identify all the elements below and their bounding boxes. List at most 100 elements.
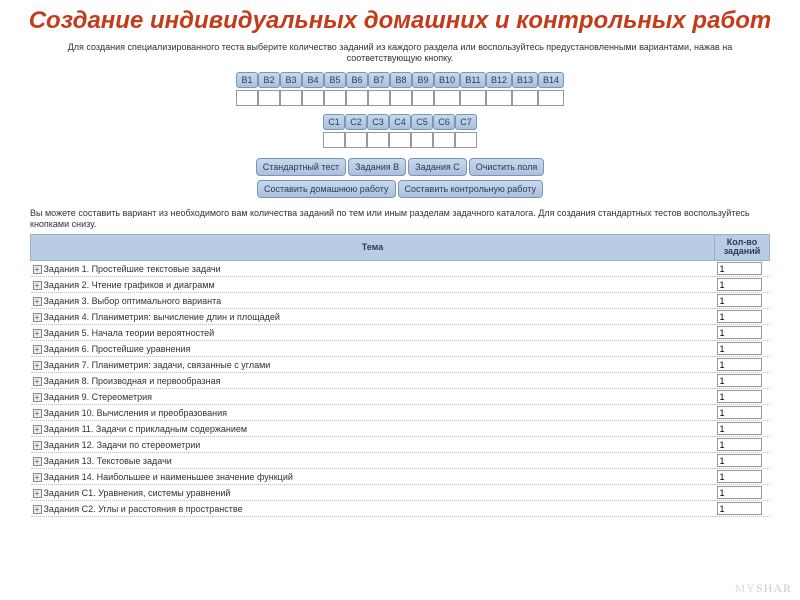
count-input-13[interactable] [717,454,762,467]
group-b-input-3[interactable] [280,90,302,106]
expand-icon[interactable]: + [33,281,42,290]
group-b-input-9[interactable] [412,90,434,106]
group-c-button-3[interactable]: С3 [367,114,389,130]
group-c-input-7[interactable] [455,132,477,148]
expand-icon[interactable]: + [33,345,42,354]
group-b-button-11[interactable]: В11 [460,72,486,88]
group-b-button-13[interactable]: В13 [512,72,538,88]
group-c-inputs [0,132,800,148]
action2-button-1[interactable]: Составить домашнюю работу [257,180,396,198]
group-c-input-5[interactable] [411,132,433,148]
group-c-button-1[interactable]: С1 [323,114,345,130]
group-b-input-10[interactable] [434,90,460,106]
count-cell-1 [715,261,770,277]
table-row: +Задания 13. Текстовые задачи [31,453,770,469]
expand-icon[interactable]: + [33,377,42,386]
page-title: Создание индивидуальных домашних и контр… [0,0,800,40]
expand-icon[interactable]: + [33,425,42,434]
expand-icon[interactable]: + [33,489,42,498]
table-row: +Задания 9. Стереометрия [31,389,770,405]
expand-icon[interactable]: + [33,313,42,322]
group-c-button-7[interactable]: С7 [455,114,477,130]
topic-name: Задания С1. Уравнения, системы уравнений [44,488,231,498]
count-input-5[interactable] [717,326,762,339]
expand-icon[interactable]: + [33,441,42,450]
expand-icon[interactable]: + [33,297,42,306]
count-input-7[interactable] [717,358,762,371]
count-input-2[interactable] [717,278,762,291]
count-cell-10 [715,405,770,421]
count-input-6[interactable] [717,342,762,355]
group-c-input-6[interactable] [433,132,455,148]
table-row: +Задания С1. Уравнения, системы уравнени… [31,485,770,501]
topic-cell-9: +Задания 9. Стереометрия [31,389,715,405]
count-input-10[interactable] [717,406,762,419]
action1-button-3[interactable]: Задания С [408,158,467,176]
expand-icon[interactable]: + [33,473,42,482]
group-b-input-12[interactable] [486,90,512,106]
count-input-9[interactable] [717,390,762,403]
expand-icon[interactable]: + [33,457,42,466]
group-b-button-7[interactable]: В7 [368,72,390,88]
group-c-input-1[interactable] [323,132,345,148]
group-c-input-3[interactable] [367,132,389,148]
topic-cell-16: +Задания С2. Углы и расстояния в простра… [31,501,715,517]
group-b-input-4[interactable] [302,90,324,106]
count-input-1[interactable] [717,262,762,275]
group-c-button-2[interactable]: С2 [345,114,367,130]
count-input-8[interactable] [717,374,762,387]
group-b-input-5[interactable] [324,90,346,106]
expand-icon[interactable]: + [33,329,42,338]
group-c-button-6[interactable]: С6 [433,114,455,130]
topic-cell-11: +Задания 11. Задачи с прикладным содержа… [31,421,715,437]
group-b-input-1[interactable] [236,90,258,106]
topic-name: Задания 12. Задачи по стереометрии [44,440,201,450]
expand-icon[interactable]: + [33,409,42,418]
action1-button-1[interactable]: Стандартный тест [256,158,346,176]
group-b-button-3[interactable]: В3 [280,72,302,88]
group-b-button-1[interactable]: В1 [236,72,258,88]
table-row: +Задания 2. Чтение графиков и диаграмм [31,277,770,293]
group-c-input-2[interactable] [345,132,367,148]
group-b-button-9[interactable]: В9 [412,72,434,88]
group-b-button-12[interactable]: В12 [486,72,512,88]
group-c-button-4[interactable]: С4 [389,114,411,130]
count-input-15[interactable] [717,486,762,499]
action2-button-2[interactable]: Составить контрольную работу [398,180,543,198]
topic-name: Задания 5. Начала теории вероятностей [44,328,215,338]
count-input-11[interactable] [717,422,762,435]
group-b-input-13[interactable] [512,90,538,106]
watermark: MYSHAR [735,581,792,596]
group-b-input-8[interactable] [390,90,412,106]
count-input-3[interactable] [717,294,762,307]
topic-name: Задания 13. Текстовые задачи [44,456,172,466]
count-input-16[interactable] [717,502,762,515]
group-b-button-10[interactable]: В10 [434,72,460,88]
group-b-button-2[interactable]: В2 [258,72,280,88]
group-b-button-5[interactable]: В5 [324,72,346,88]
expand-icon[interactable]: + [33,265,42,274]
action1-button-2[interactable]: Задания В [348,158,406,176]
group-b-input-6[interactable] [346,90,368,106]
group-c-input-4[interactable] [389,132,411,148]
group-b-button-4[interactable]: В4 [302,72,324,88]
expand-icon[interactable]: + [33,393,42,402]
expand-icon[interactable]: + [33,361,42,370]
group-b-button-6[interactable]: В6 [346,72,368,88]
count-cell-12 [715,437,770,453]
expand-icon[interactable]: + [33,505,42,514]
group-b-input-7[interactable] [368,90,390,106]
count-input-12[interactable] [717,438,762,451]
count-input-4[interactable] [717,310,762,323]
group-b-input-2[interactable] [258,90,280,106]
action1-button-4[interactable]: Очистить поля [469,158,544,176]
group-b-input-14[interactable] [538,90,564,106]
group-c-button-5[interactable]: С5 [411,114,433,130]
table-row: +Задания С2. Углы и расстояния в простра… [31,501,770,517]
group-b-button-14[interactable]: В14 [538,72,564,88]
count-input-14[interactable] [717,470,762,483]
group-b-button-8[interactable]: В8 [390,72,412,88]
group-b-input-11[interactable] [460,90,486,106]
topic-name: Задания 14. Наибольшее и наименьшее знач… [44,472,293,482]
topic-name: Задания 6. Простейшие уравнения [44,344,191,354]
